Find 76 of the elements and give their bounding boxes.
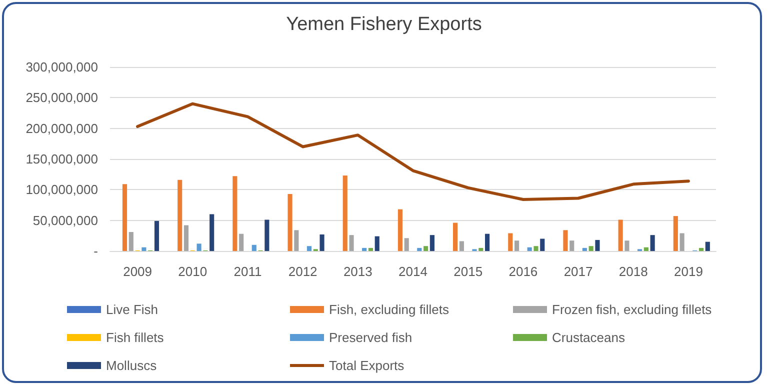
x-tick-label: 2015: [454, 264, 483, 279]
bar: [252, 244, 256, 251]
bar: [459, 241, 464, 251]
bar: [184, 225, 189, 251]
bar: [404, 238, 409, 251]
bar: [624, 240, 630, 251]
legend-label: Crustaceans: [552, 330, 626, 345]
bar: [705, 242, 710, 251]
y-tick-label: 300,000,000: [26, 60, 98, 74]
bar: [306, 246, 312, 251]
bar: [570, 240, 574, 251]
bar: [362, 248, 367, 251]
bar: [374, 236, 380, 251]
chart-title: Yemen Fishery Exports: [286, 14, 482, 35]
y-tick-label: 250,000,000: [26, 90, 98, 106]
bar: [264, 220, 270, 251]
bar: [398, 209, 402, 251]
bar: [239, 234, 244, 251]
bar: [417, 248, 422, 251]
x-tick-label: 2017: [564, 264, 593, 279]
bar: [210, 214, 214, 251]
bar: [673, 216, 678, 251]
bar: [288, 194, 292, 251]
legend-label: Molluscs: [106, 358, 158, 373]
bar: [563, 230, 568, 251]
x-tick-label: 2010: [178, 264, 208, 279]
bar: [349, 235, 354, 251]
bar: [540, 238, 545, 251]
bar: [368, 248, 373, 251]
y-tick-label: -: [94, 244, 98, 258]
x-tick-label: 2013: [343, 264, 372, 279]
bar: [582, 248, 587, 251]
y-tick-label: 150,000,000: [26, 152, 98, 166]
bar: [196, 244, 202, 251]
x-tick-label: 2011: [234, 264, 262, 279]
bar: [128, 232, 134, 251]
bar: [320, 234, 324, 251]
bar: [154, 220, 160, 251]
x-tick-label: 2019: [674, 264, 703, 279]
bar: [430, 235, 434, 251]
bar: [485, 234, 490, 251]
bar: [644, 247, 648, 251]
x-tick-label: 2018: [618, 264, 648, 279]
bar: [478, 248, 484, 251]
bar: [514, 240, 520, 251]
x-tick-label: 2009: [123, 264, 152, 279]
bar: [342, 176, 348, 251]
bar: [698, 248, 704, 251]
bar: [453, 222, 458, 251]
y-tick-label: 50,000,000: [32, 212, 98, 228]
bar: [424, 246, 428, 251]
legend-label: Live Fish: [106, 302, 158, 317]
bar: [232, 176, 238, 251]
bar: [294, 230, 299, 251]
x-tick-label: 2012: [288, 264, 318, 279]
x-tick-label: 2016: [508, 264, 538, 279]
bar: [595, 240, 600, 251]
legend-label: Preserved fish: [329, 330, 412, 345]
x-tick-label: 2014: [398, 264, 428, 279]
y-tick-label: 100,000,000: [26, 182, 98, 198]
y-tick-label: 200,000,000: [26, 120, 98, 136]
legend-label: Fish fillets: [106, 330, 164, 345]
legend-label: Fish, excluding fillets: [329, 302, 450, 317]
bar: [178, 180, 182, 251]
bar: [534, 246, 538, 251]
bar: [650, 235, 655, 251]
legend-label: Frozen fish, excluding fillets: [552, 302, 712, 317]
bar: [588, 246, 594, 251]
bar: [680, 233, 684, 251]
line-series: [136, 102, 690, 201]
bar: [122, 184, 128, 251]
bar: [527, 247, 532, 251]
bar: [508, 233, 513, 251]
legend-label: Total Exports: [329, 358, 405, 373]
bar: [618, 220, 623, 251]
bar: [142, 247, 146, 251]
